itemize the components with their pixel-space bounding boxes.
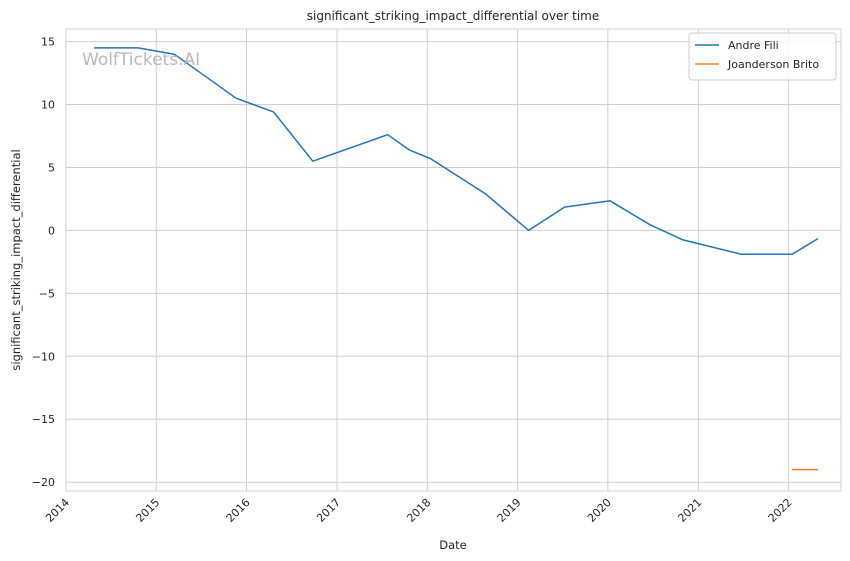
x-tick-label: 2018: [404, 496, 433, 525]
legend-label-joanderson-brito: Joanderson Brito: [727, 58, 819, 71]
grid: [65, 29, 841, 491]
x-tick-label: 2016: [224, 496, 253, 525]
legend-label-andre-fili: Andre Fili: [728, 39, 779, 52]
x-tick-label: 2022: [766, 496, 795, 525]
y-tick-label: −5: [39, 287, 55, 300]
x-tick-label: 2014: [43, 496, 72, 525]
y-tick-label: 0: [48, 224, 55, 237]
x-axis-label: Date: [439, 538, 467, 552]
chart-title: significant_striking_impact_differential…: [307, 9, 599, 23]
x-tick-label: 2019: [495, 496, 524, 525]
plot-area-frame: [65, 28, 842, 492]
y-tick-label: 5: [48, 161, 55, 174]
legend: Andre Fili Joanderson Brito: [688, 32, 837, 81]
tick-labels: 15 10 5 0 −5 −10 −15 −20 2014 2015 2016 2017 2018 201…: [32, 36, 795, 525]
legend-box: [688, 32, 837, 81]
y-tick-label: −15: [32, 413, 55, 426]
y-tick-label: 10: [41, 99, 55, 112]
watermark: WolfTickets.AI: [82, 50, 200, 70]
y-axis-label: significant_striking_impact_differential: [9, 149, 23, 370]
y-tick-label: 15: [41, 36, 55, 49]
series-lines: [94, 47, 819, 471]
x-tick-label: 2015: [133, 496, 162, 525]
x-tick-label: 2017: [314, 496, 343, 525]
series-line-andre-fili: [94, 47, 819, 256]
x-tick-label: 2020: [585, 496, 614, 525]
y-tick-label: −10: [32, 350, 55, 363]
x-tick-label: 2021: [675, 496, 704, 525]
y-tick-label: −20: [32, 476, 55, 489]
